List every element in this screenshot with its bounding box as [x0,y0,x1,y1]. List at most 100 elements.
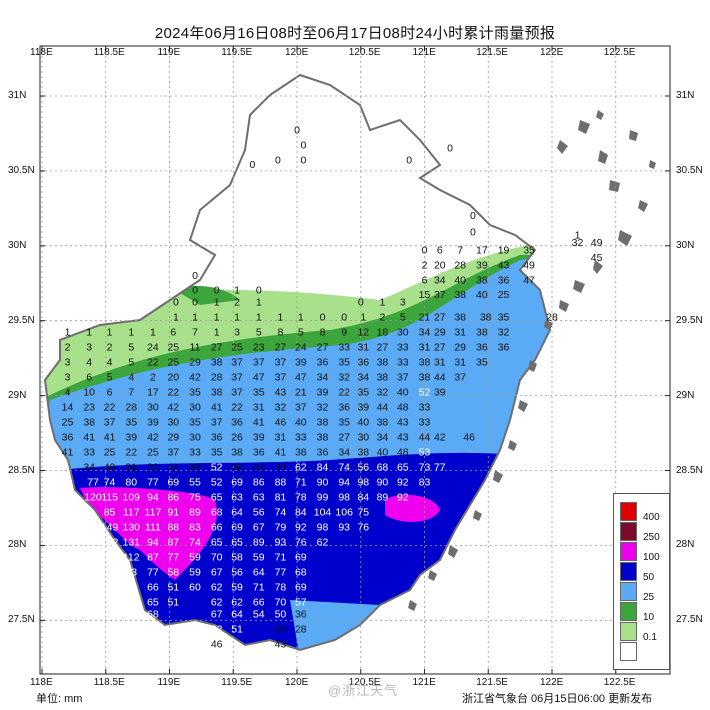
station-value: 130 [122,521,140,533]
station-value: 40 [104,462,116,474]
lon-tick-label: 119.5E [221,677,253,688]
station-value: 31 [253,402,265,414]
station-value: 36 [498,342,510,354]
station-value: 36 [231,462,243,474]
station-value: 28 [454,259,466,271]
province-boundary [43,73,552,652]
lat-tick-label: 28N [676,539,695,551]
station-value: 30 [189,432,201,444]
station-value: 84 [295,506,307,518]
station-value: 92 [397,491,409,503]
legend-swatch [620,622,637,641]
lat-tick-label: 29.5N [8,314,35,326]
legend-label: 25 [643,592,655,603]
station-value: 74 [338,462,350,474]
station-value: 39 [476,259,488,271]
station-value: 62 [211,623,223,635]
station-value: 41 [62,447,74,459]
legend-swatch [620,642,637,661]
station-value: 74 [189,536,201,548]
station-value: 40 [397,387,409,399]
station-value: 49 [523,259,535,271]
station-value: 37 [231,372,243,384]
station-value: 77 [87,476,99,488]
station-value: 21 [419,312,431,324]
station-value: 24 [295,342,307,354]
station-value: 73 [419,462,431,474]
station-value: 77 [275,566,287,578]
station-value: 27 [275,342,287,354]
station-value: 0 [341,312,347,324]
station-value: 62 [317,536,329,548]
station-value: 37 [231,387,243,399]
station-value: 37 [295,402,307,414]
station-value: 41 [211,402,223,414]
station-value: 0 [358,297,364,309]
station-value: 76 [357,521,369,533]
station-value: 39 [147,417,159,429]
station-value: 36 [231,417,243,429]
station-value: 36 [338,402,350,414]
station-value: 98 [357,476,369,488]
station-value: 1 [214,312,220,324]
station-value: 31 [419,342,431,354]
legend-label: 400 [643,512,660,523]
legend-swatch [620,522,637,541]
station-value: 98 [338,491,350,503]
station-value: 35 [338,357,350,369]
legend-swatch [620,602,637,621]
station-value: 0 [422,244,428,256]
station-value: 1 [107,327,113,339]
station-value: 112 [123,551,140,563]
station-value: 38 [295,447,307,459]
station-value: 1 [150,327,156,339]
legend-label: 100 [643,552,660,563]
station-value: 33 [397,357,409,369]
station-value: 74 [275,506,287,518]
station-value: 17 [147,387,159,399]
station-value: 55 [189,476,201,488]
station-value: 11 [190,342,201,354]
station-value: 94 [338,476,350,488]
station-value: 9 [341,327,347,339]
station-value: 65 [211,536,223,548]
station-value: 0 [320,312,326,324]
station-value: 44 [377,402,389,414]
station-value: 62 [211,596,223,608]
watermark: @浙江天气 [328,683,399,698]
station-value: 25 [167,357,179,369]
legend-swatch [620,582,637,601]
station-value: 6 [437,244,443,256]
station-value: 34 [317,372,329,384]
station-value: 1 [214,297,220,309]
station-value: 30 [357,432,369,444]
station-value: 1 [380,297,386,309]
station-value: 41 [253,417,265,429]
station-value: 8 [320,327,326,339]
station-value: 28 [295,623,307,635]
station-value: 35 [189,417,201,429]
station-value: 47 [523,274,535,286]
lon-tick-label: 120E [285,47,309,58]
lon-tick-label: 119.5E [221,47,253,58]
station-value: 47 [253,372,265,384]
legend-label: 250 [643,532,660,543]
station-value: 37 [104,417,116,429]
station-value: 71 [253,581,265,593]
station-value: 87 [147,551,159,563]
station-value: 66 [253,596,265,608]
station-value: 36 [476,342,488,354]
station-value: 84 [357,491,369,503]
station-value: 64 [231,608,243,620]
station-value: 65 [211,491,223,503]
station-value: 33 [189,447,201,459]
station-value: 3 [234,327,240,339]
station-value: 4 [128,372,134,384]
station-value: 69 [231,521,243,533]
station-value: 98 [317,521,329,533]
station-value: 36 [295,608,307,620]
station-value: 29 [189,357,201,369]
station-value: 104 [314,506,332,518]
legend-label: 0.1 [643,632,657,643]
station-value: 43 [397,417,409,429]
